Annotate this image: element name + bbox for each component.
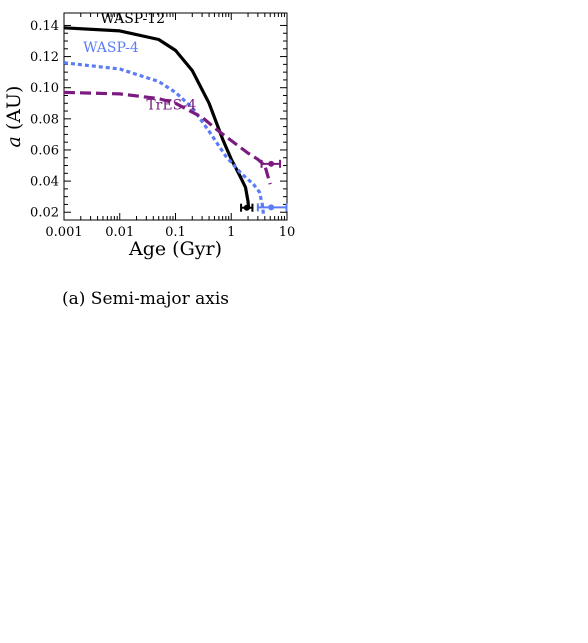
x-tick-label: 0.01 xyxy=(105,225,134,240)
series-label-wasp4: WASP-4 xyxy=(83,40,139,56)
obs-point-wasp4 xyxy=(268,468,274,474)
x-tick-label: 10 xyxy=(279,553,296,568)
obs-point-wasp4 xyxy=(562,213,568,219)
plot-frame xyxy=(64,341,287,548)
y-axis-label: Log(ĖTides/L⊙) xyxy=(305,381,331,508)
x-tick-label: 10 xyxy=(572,553,588,568)
x-tick-label: 0.1 xyxy=(165,553,186,568)
series-line-wasp12 xyxy=(367,349,543,540)
x-axis-label: Age (Gyr) xyxy=(128,566,222,588)
y-tick-label: 0.12 xyxy=(30,50,59,65)
series-group: 0.001 0.01 0.1 1 100.00.20.40.60.81.00.001 0.… xyxy=(3,7,588,637)
series-group: 0.001 0.01 0.1 1 101.01.21.41.61.82.00.001 0.… xyxy=(3,62,588,637)
obs-point-wasp4 xyxy=(268,204,275,211)
x-tick-label: 0.001 xyxy=(348,225,385,240)
x-tick-label: 10 xyxy=(572,225,588,240)
panel-a: 0.001 0.01 0.1 1 100.020.040.060.080.100.120… xyxy=(3,7,588,637)
y-tick-label: 0.06 xyxy=(30,143,59,158)
x-axis-label: Age (Gyr) xyxy=(426,238,520,260)
series-line-wasp12 xyxy=(64,26,251,210)
y-tick-label: −6 xyxy=(343,386,362,401)
y-tick-label: 0.6 xyxy=(341,89,362,104)
series-label-wasp12: WASP-12 xyxy=(100,11,165,27)
x-tick-label: 1 xyxy=(227,553,235,568)
obs-point-wasp12 xyxy=(243,204,250,211)
y-axis-label: e xyxy=(306,111,328,122)
y-tick-label: 1.2 xyxy=(38,500,59,515)
x-axis-label: Age (Gyr) xyxy=(426,566,520,588)
caption: (b) Eccentricity xyxy=(407,289,541,309)
obs-point-tres4 xyxy=(268,160,275,167)
y-tick-label: 1.0 xyxy=(38,542,59,557)
x-tick-label: 0.01 xyxy=(105,553,134,568)
series-line-tres4 xyxy=(367,362,559,548)
y-tick-label: −9 xyxy=(343,542,362,557)
obs-point-tres4 xyxy=(259,379,265,385)
x-tick-label: 1 xyxy=(523,553,531,568)
y-tick-label: 0.8 xyxy=(341,48,362,63)
series-line-wasp4 xyxy=(64,61,266,216)
obs-point-wasp12 xyxy=(539,207,545,213)
y-tick-label: 0.02 xyxy=(30,206,59,221)
y-tick-label: 1.4 xyxy=(38,459,59,474)
plot-frame xyxy=(367,13,580,220)
y-tick-label: 0.2 xyxy=(341,172,362,187)
y-tick-label: −5 xyxy=(343,335,362,350)
x-tick-label: 0.001 xyxy=(45,225,82,240)
y-tick-label: 2.0 xyxy=(38,335,59,350)
caption: (d) Tidal energy dissipation xyxy=(355,617,588,637)
x-tick-label: 0.1 xyxy=(165,225,186,240)
obs-point-tres4 xyxy=(562,217,568,223)
x-tick-label: 0.01 xyxy=(406,225,435,240)
series-line-wasp4 xyxy=(367,341,548,548)
x-axis-label: Age (Gyr) xyxy=(128,238,222,260)
x-tick-label: 1 xyxy=(523,225,531,240)
x-tick-label: 0.1 xyxy=(463,225,484,240)
series-label-tres4: TrES-4 xyxy=(146,97,196,113)
x-tick-label: 0.001 xyxy=(348,553,385,568)
y-tick-label: 0.10 xyxy=(30,81,59,96)
caption: (c) Planetary radius xyxy=(60,617,231,637)
caption: (a) Semi-major axis xyxy=(62,289,229,309)
x-tick-label: 0.1 xyxy=(463,553,484,568)
y-axis-label: Rp (RJ) xyxy=(3,413,29,477)
x-tick-label: 0.01 xyxy=(406,553,435,568)
series-group xyxy=(367,341,559,548)
y-tick-label: 0.4 xyxy=(341,131,362,146)
series-line-wasp12 xyxy=(367,63,544,220)
y-tick-label: 0.08 xyxy=(30,112,59,127)
series-line-wasp4 xyxy=(81,341,248,521)
series-line-wasp12 xyxy=(81,341,248,511)
y-tick-label: 1.6 xyxy=(38,417,59,432)
y-tick-label: 0.0 xyxy=(341,214,362,229)
y-tick-label: −7 xyxy=(343,438,362,453)
y-axis-label: a (AU) xyxy=(3,86,25,148)
series-line-tres4 xyxy=(367,96,556,220)
plot-frame xyxy=(367,341,580,548)
x-tick-label: 0.001 xyxy=(45,553,82,568)
y-tick-label: 0.04 xyxy=(30,175,59,190)
y-tick-label: 1.8 xyxy=(38,376,59,391)
x-tick-label: 10 xyxy=(279,225,296,240)
series-group: 0.001 0.01 0.1 1 10 −9 −8 −7 −6 −5 Age (Gyr) (d) Ti… xyxy=(81,335,588,638)
x-tick-label: 1 xyxy=(227,225,235,240)
y-tick-label: −8 xyxy=(343,490,362,505)
series-line-tres4 xyxy=(81,341,273,521)
series-line-wasp4 xyxy=(367,62,548,220)
y-tick-label: 1.0 xyxy=(341,7,362,22)
y-tick-label: 0.14 xyxy=(30,19,59,34)
obs-point-wasp12 xyxy=(244,381,250,387)
series-line-tres4 xyxy=(64,90,272,185)
